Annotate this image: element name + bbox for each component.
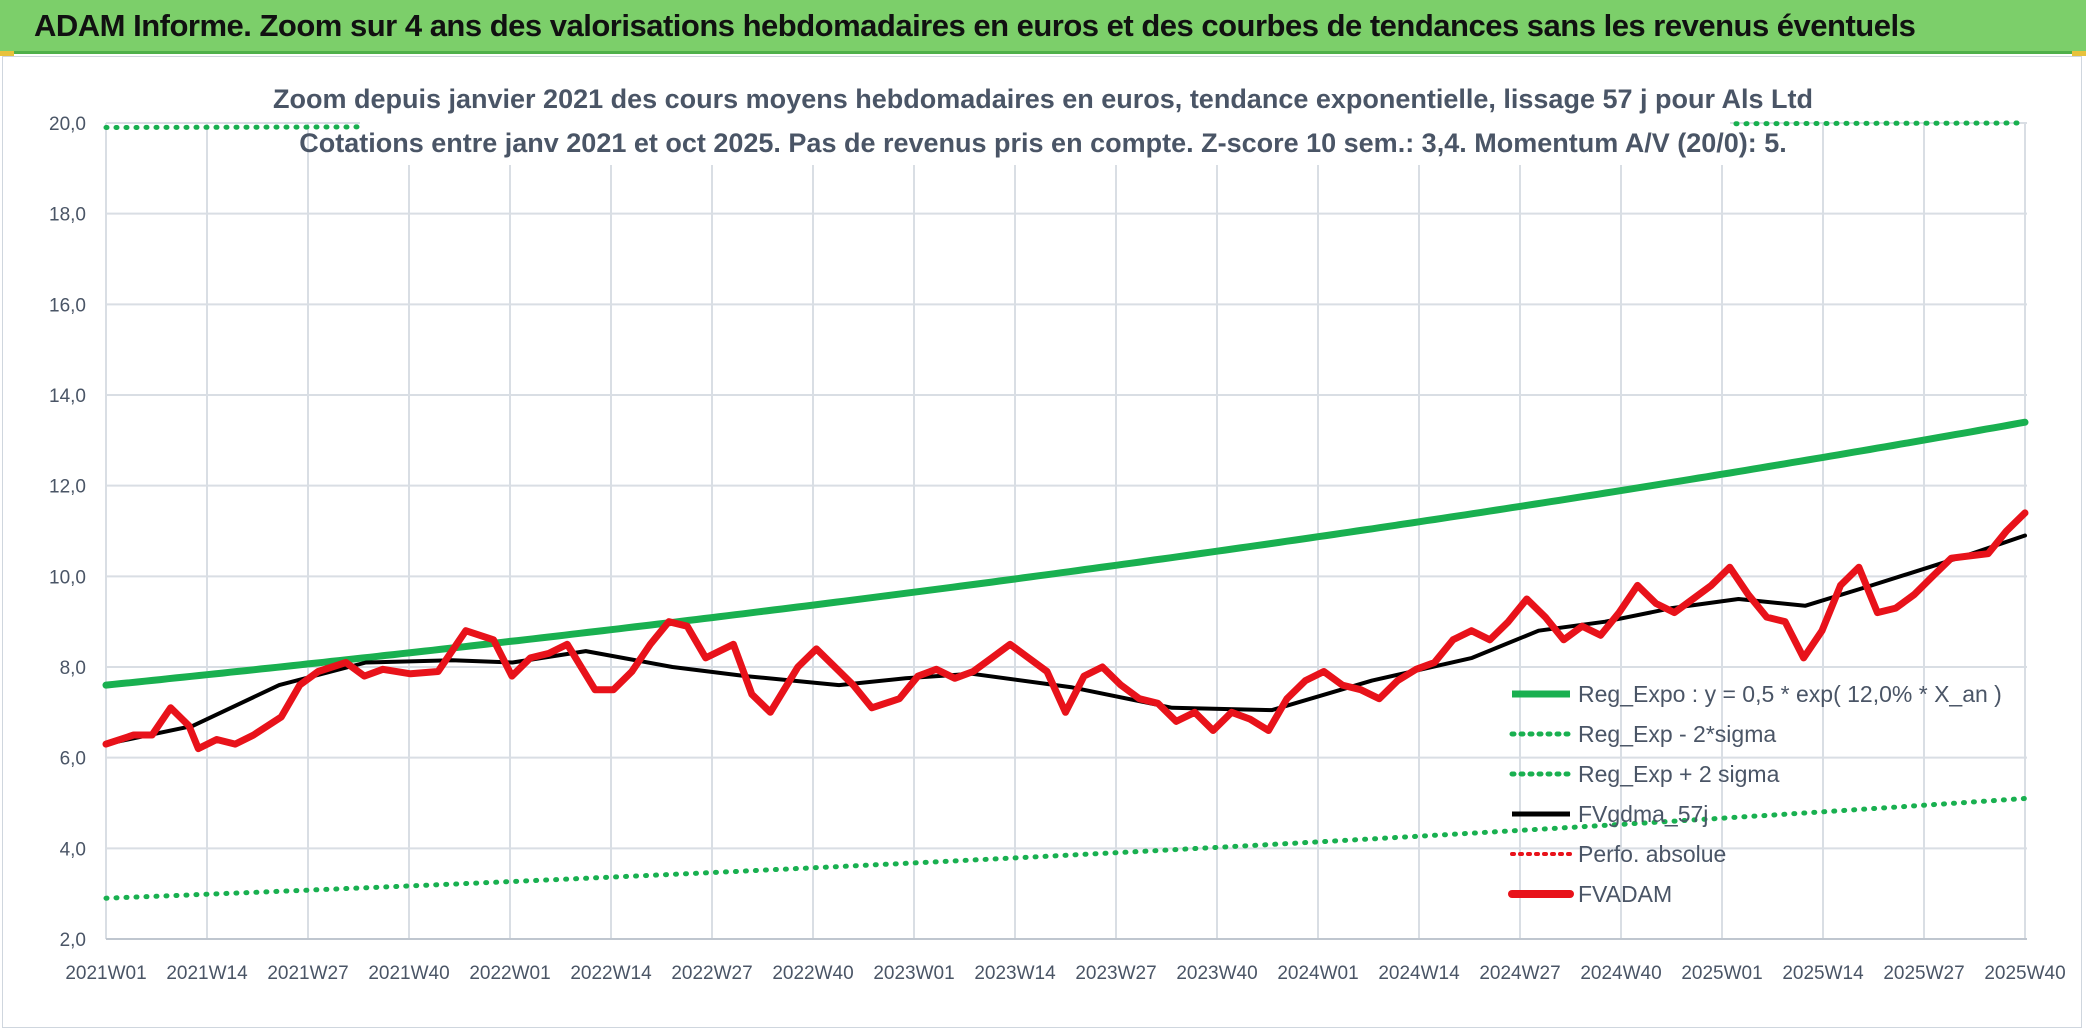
banner-accent-left [0,51,14,56]
title-backdrop [360,73,1730,165]
y-tick-label: 20,0 [49,114,86,135]
x-tick-label: 2023W27 [1075,963,1156,984]
legend: Reg_Expo : y = 0,5 * exp( 12,0% * X_an )… [1508,681,2002,907]
x-tick-label: 2025W01 [1681,963,1762,984]
x-tick-label: 2022W14 [570,963,652,984]
series-line-reg-exp-2-sigma [103,796,2028,901]
series-line-reg-expo [102,418,2029,689]
x-tick-label: 2025W40 [1984,963,2065,984]
x-tick-label: 2024W01 [1277,963,1358,984]
legend-label-reg-exp-minus: Reg_Exp - 2*sigma [1578,721,1776,747]
x-tick-label: 2021W01 [65,963,146,984]
x-tick-label: 2023W14 [974,963,1056,984]
grid [105,122,2027,940]
legend-label-fvgdma: FVgdma_57j [1578,801,1708,827]
series-line-fvgdma-57j [104,533,2027,747]
y-tick-label: 8,0 [60,658,86,679]
y-tick-label: 2,0 [60,930,86,951]
page-title: ADAM Informe. Zoom sur 4 ans des valoris… [34,8,1916,43]
series-line-fvadam [102,509,2029,753]
x-tick-label: 2025W27 [1883,963,1964,984]
x-tick-label: 2022W27 [671,963,752,984]
x-tick-label: 2021W27 [267,963,348,984]
x-tick-label: 2021W14 [166,963,248,984]
x-tick-label: 2021W40 [368,963,449,984]
banner-accent-right [2072,51,2086,56]
legend-label-perfo: Perfo. absolue [1578,841,1726,867]
y-tick-label: 18,0 [49,205,86,226]
chart-title-line-2: Cotations entre janv 2021 et oct 2025. P… [299,128,1787,158]
y-axis-ticks: 2,0 4,0 6,0 8,0 10,0 12,0 14,0 16,0 18,0 20,0 [49,114,86,951]
y-tick-label: 14,0 [49,386,86,407]
x-tick-label: 2024W27 [1479,963,1560,984]
x-axis-ticks: 2021W01 2021W14 2021W27 2021W40 2022W01 2022W… [65,963,2065,984]
x-tick-label: 2022W01 [469,963,550,984]
y-tick-label: 10,0 [49,567,86,588]
legend-label-reg-expo: Reg_Expo : y = 0,5 * exp( 12,0% * X_an ) [1578,681,2002,707]
y-tick-label: 4,0 [60,839,86,860]
x-tick-label: 2024W40 [1580,963,1661,984]
y-tick-label: 12,0 [49,477,86,498]
y-tick-label: 16,0 [49,295,86,316]
x-tick-label: 2023W40 [1176,963,1257,984]
chart-frame [2,56,2082,1028]
legend-label-fvadam: FVADAM [1578,881,1672,907]
x-tick-label: 2023W01 [873,963,954,984]
chart-title-line-1: Zoom depuis janvier 2021 des cours moyen… [273,84,1813,114]
title-banner: ADAM Informe. Zoom sur 4 ans des valoris… [0,0,2086,54]
x-tick-label: 2024W14 [1378,963,1460,984]
y-tick-label: 6,0 [60,749,86,770]
x-tick-label: 2025W14 [1782,963,1864,984]
legend-label-reg-exp-plus: Reg_Exp + 2 sigma [1578,761,1780,787]
x-tick-label: 2022W40 [772,963,853,984]
